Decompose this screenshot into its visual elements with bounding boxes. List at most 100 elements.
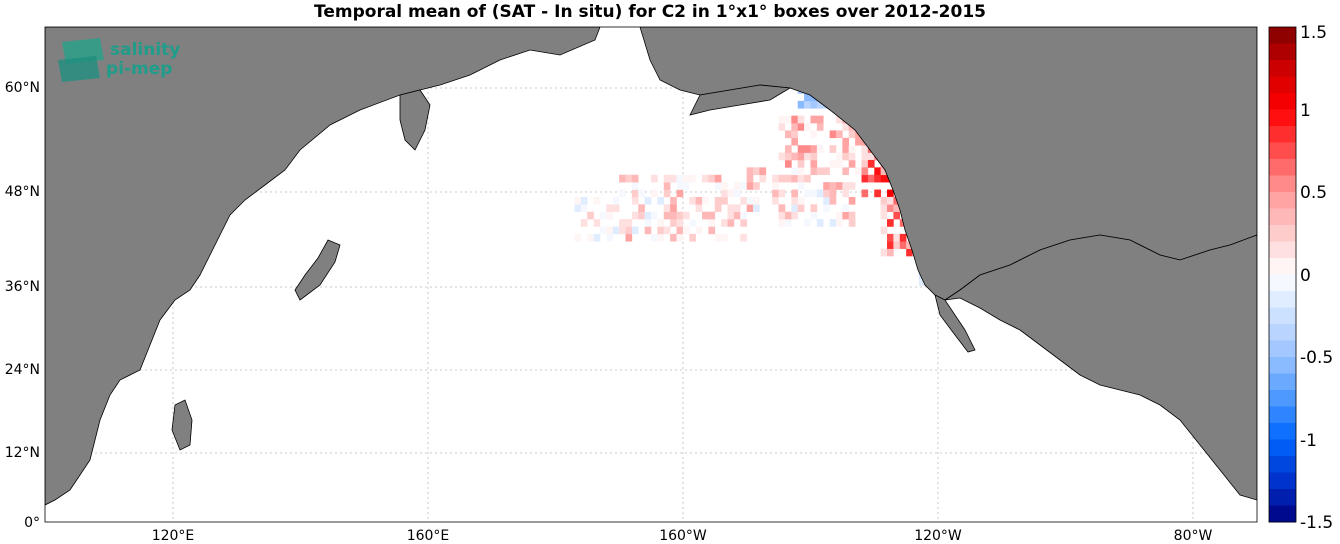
data-cell [663, 211, 671, 220]
colorbar-segment [1269, 43, 1296, 61]
data-cell [733, 189, 741, 198]
data-cell [606, 226, 614, 235]
data-cell [810, 167, 818, 176]
data-cell [631, 182, 639, 190]
data-cell [676, 189, 684, 198]
data-cell [631, 189, 639, 198]
data-cell [791, 167, 799, 176]
lon-tick-label: 160°E [407, 528, 450, 544]
colorbar-segment [1269, 274, 1296, 292]
data-cell [816, 100, 824, 109]
data-cell [612, 196, 620, 205]
data-cell [574, 233, 582, 242]
data-cell [676, 182, 684, 190]
colorbar-tick-labels: -1.5 -1 -0.5 0 0.5 1 1.5 [1300, 23, 1333, 533]
data-cell [759, 167, 767, 176]
data-cell [861, 159, 869, 168]
data-cell [714, 174, 722, 183]
data-cell [625, 226, 633, 235]
data-cell [906, 248, 913, 257]
data-cell [887, 233, 894, 242]
data-cell [835, 130, 843, 139]
data-cell [593, 196, 601, 205]
data-cell [599, 226, 607, 235]
data-cell [791, 174, 799, 183]
data-cell [619, 226, 626, 235]
data-cell [797, 145, 805, 153]
data-cell [810, 130, 818, 139]
data-cell [918, 278, 926, 286]
data-cell [810, 189, 818, 198]
colorbar-tick-label: 0.5 [1300, 183, 1327, 203]
data-cell [593, 219, 601, 227]
data-cell [772, 174, 779, 183]
lat-tick-label: 36°N [5, 279, 40, 295]
data-cell [791, 211, 799, 220]
data-cell [791, 130, 799, 139]
data-cell [835, 219, 843, 227]
colorbar-segment [1269, 27, 1296, 44]
data-cell [676, 219, 684, 227]
colorbar-segment [1269, 159, 1296, 176]
lon-tick-label: 160°W [659, 528, 707, 544]
data-cell [574, 204, 582, 213]
data-cell [727, 189, 735, 198]
data-cell [829, 189, 837, 198]
colorbar-segment [1269, 324, 1296, 341]
data-cell [842, 123, 850, 131]
data-cell [625, 219, 633, 227]
data-cell [887, 189, 894, 198]
data-cell [880, 204, 888, 213]
data-cell [797, 182, 805, 190]
data-cell [682, 226, 690, 235]
data-cell [670, 196, 677, 205]
data-cell [676, 233, 684, 242]
data-cell [714, 182, 722, 190]
data-cell [606, 204, 614, 213]
data-cell [810, 115, 818, 124]
data-cell [663, 182, 671, 190]
colorbar-segment [1269, 439, 1296, 457]
land-masses [45, 27, 1257, 506]
data-cell [804, 123, 811, 131]
data-cell [714, 196, 722, 205]
colorbar-segment [1269, 373, 1296, 391]
colorbar-tick-label: -0.5 [1300, 348, 1333, 368]
data-cell [797, 196, 805, 205]
data-cell [714, 204, 722, 213]
colorbar-tick-label: 0 [1300, 266, 1311, 286]
data-cell [804, 100, 811, 109]
data-cell [625, 174, 633, 183]
data-cell [778, 211, 786, 220]
data-cell [580, 219, 588, 227]
data-cell [721, 219, 728, 227]
data-cell [893, 211, 901, 220]
data-cell [861, 152, 869, 161]
colorbar-segment [1269, 109, 1296, 127]
data-cell [772, 189, 779, 198]
data-cell [867, 174, 875, 183]
data-cell [835, 211, 843, 220]
data-cell [772, 196, 779, 205]
colorbar-segment [1269, 307, 1296, 325]
data-cell [631, 226, 639, 235]
data-cell [880, 174, 888, 183]
salinity-pimep-logo-icon [58, 38, 104, 82]
data-cell [874, 174, 881, 183]
data-cell [784, 211, 792, 220]
data-cell [848, 145, 856, 153]
data-cell [670, 211, 677, 220]
data-cell [619, 189, 626, 198]
data-cell [842, 152, 850, 161]
data-cell [842, 182, 850, 190]
data-cell [867, 159, 875, 168]
data-cell [740, 182, 747, 190]
data-cell [887, 241, 894, 249]
colorbar-segment [1269, 126, 1296, 143]
data-cell [619, 174, 626, 183]
data-cell [893, 204, 901, 213]
data-cell [880, 211, 888, 220]
data-cell [746, 167, 754, 176]
land-alaska-peninsula [689, 84, 792, 116]
